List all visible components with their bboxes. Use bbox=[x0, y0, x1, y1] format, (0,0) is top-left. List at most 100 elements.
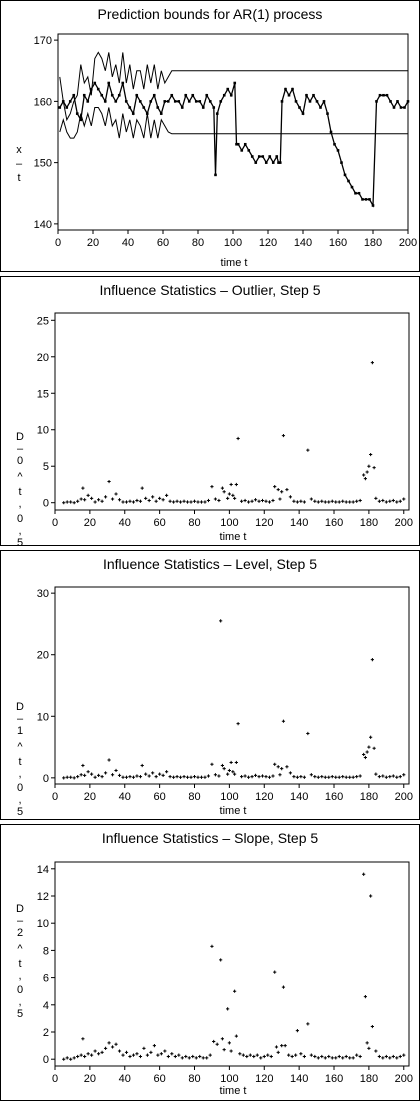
chart-title: Influence Statistics – Slope, Step 5 bbox=[102, 830, 319, 846]
data-point bbox=[156, 1053, 160, 1057]
data-point bbox=[194, 1056, 198, 1060]
x-tick-label: 180 bbox=[360, 791, 378, 803]
data-point bbox=[72, 1056, 76, 1060]
data-point bbox=[316, 775, 320, 779]
data-point bbox=[402, 497, 406, 501]
data-point bbox=[253, 498, 258, 502]
data-point bbox=[312, 93, 315, 97]
data-point bbox=[76, 775, 80, 779]
data-point bbox=[62, 501, 66, 505]
data-point bbox=[208, 1053, 212, 1057]
data-point bbox=[220, 1037, 225, 1041]
data-point bbox=[354, 191, 357, 195]
data-point bbox=[341, 775, 345, 779]
y-label-char: t bbox=[18, 486, 21, 498]
data-point bbox=[121, 81, 125, 85]
data-point bbox=[128, 775, 132, 779]
data-point bbox=[220, 486, 225, 490]
y-tick-label: 150 bbox=[34, 158, 52, 170]
chart-panel-outlier: Influence Statistics – Outlier, Step 5 t… bbox=[0, 276, 420, 546]
data-point bbox=[337, 1054, 341, 1059]
data-point bbox=[222, 490, 226, 494]
data-point bbox=[301, 112, 305, 115]
data-point bbox=[367, 464, 371, 468]
data-point bbox=[294, 100, 298, 103]
data-point bbox=[361, 198, 364, 201]
data-point bbox=[257, 775, 261, 779]
data-point bbox=[226, 496, 230, 500]
data-point bbox=[271, 498, 275, 503]
data-point bbox=[369, 894, 373, 898]
data-point bbox=[319, 106, 322, 109]
y-tick-label: 10 bbox=[37, 425, 49, 437]
data-point bbox=[83, 1054, 87, 1059]
x-tick-label: 0 bbox=[52, 517, 58, 529]
chart-influence-level: Influence Statistics – Level, Step 5 tim… bbox=[0, 550, 420, 820]
y-label-char: 5 bbox=[17, 537, 23, 546]
data-point bbox=[343, 173, 347, 177]
data-point bbox=[217, 774, 221, 778]
data-point bbox=[166, 1054, 170, 1059]
data-point bbox=[396, 100, 399, 103]
data-point bbox=[267, 775, 272, 779]
data-point bbox=[320, 499, 324, 503]
data-point bbox=[351, 500, 355, 504]
data-point bbox=[121, 775, 125, 779]
data-point bbox=[280, 767, 284, 771]
panel-border bbox=[0, 0, 420, 272]
data-point bbox=[372, 746, 376, 750]
y-tick-label: 14 bbox=[37, 864, 49, 876]
data-point bbox=[281, 985, 286, 989]
y-label-char: ^ bbox=[17, 741, 23, 753]
data-point bbox=[257, 499, 261, 503]
data-point bbox=[295, 500, 299, 504]
data-point bbox=[271, 161, 275, 164]
data-point bbox=[236, 722, 240, 726]
data-point bbox=[306, 1022, 310, 1026]
data-point bbox=[86, 100, 90, 103]
data-point bbox=[82, 93, 86, 97]
data-point bbox=[205, 93, 209, 97]
x-tick-label: 120 bbox=[255, 517, 273, 529]
x-tick-label: 140 bbox=[294, 237, 312, 249]
data-point bbox=[384, 775, 388, 779]
data-point bbox=[306, 731, 310, 736]
data-point bbox=[128, 499, 132, 503]
data-point bbox=[147, 498, 151, 503]
data-point bbox=[388, 1056, 392, 1060]
data-point bbox=[365, 750, 369, 754]
x-tick-label: 80 bbox=[188, 517, 200, 529]
data-point bbox=[168, 775, 172, 779]
chart-panel-slope: Influence Statistics – Slope, Step 5 tim… bbox=[0, 824, 420, 1101]
data-point bbox=[363, 995, 368, 999]
data-point bbox=[201, 1056, 205, 1060]
data-point bbox=[264, 161, 268, 164]
data-point bbox=[313, 775, 317, 779]
x-tick-label: 140 bbox=[290, 1073, 308, 1085]
data-point bbox=[323, 500, 327, 504]
data-point bbox=[334, 1056, 338, 1060]
data-point bbox=[302, 500, 306, 504]
data-point bbox=[214, 173, 217, 177]
data-point bbox=[362, 473, 366, 477]
y-label-char: 5 bbox=[17, 806, 23, 818]
y-axis-label: x – t bbox=[16, 144, 23, 184]
data-point bbox=[138, 1054, 143, 1059]
y-label-char: ^ bbox=[17, 943, 23, 955]
data-point bbox=[138, 499, 143, 503]
data-point bbox=[292, 775, 296, 779]
data-point bbox=[264, 499, 268, 503]
data-point bbox=[278, 773, 282, 777]
data-point bbox=[222, 767, 226, 771]
data-point bbox=[330, 1056, 334, 1060]
y-label-char: – bbox=[17, 915, 24, 927]
data-point bbox=[246, 500, 251, 504]
y-tick-label: 2 bbox=[43, 1027, 49, 1039]
data-point bbox=[79, 497, 83, 501]
y-label-char: , bbox=[18, 498, 21, 510]
data-point bbox=[284, 87, 287, 91]
data-point bbox=[83, 773, 87, 777]
data-point bbox=[337, 500, 341, 504]
data-point bbox=[245, 1054, 249, 1059]
data-point bbox=[363, 755, 368, 760]
